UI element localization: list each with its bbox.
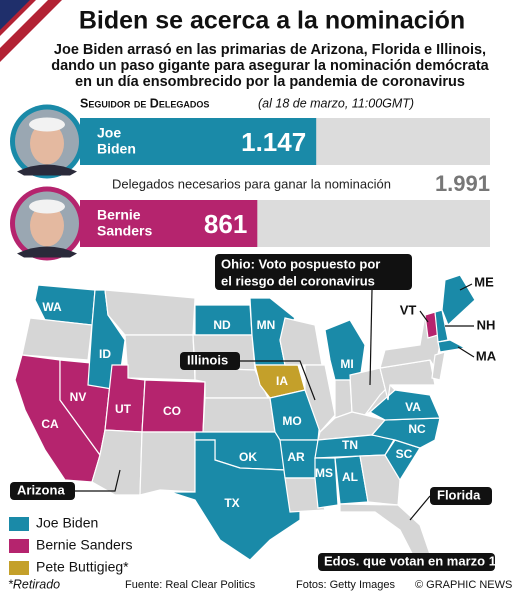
state-label: ME (474, 274, 494, 289)
delegate-count: 861 (204, 209, 247, 239)
needed-text: Delegados necesarios para ganar la nomin… (112, 176, 391, 191)
footer-photos: Fotos: Getty Images (296, 579, 396, 591)
state-label: VT (400, 302, 417, 317)
photo-face (30, 204, 64, 247)
state-labels: WA ID ND MN CA NV UT CO IA OK TX MO AR M… (41, 274, 496, 510)
state (314, 457, 339, 509)
ohio-callout: Ohio: Voto pospuesto por (221, 256, 380, 271)
state (441, 274, 476, 327)
state-label: MS (315, 466, 333, 480)
state-label: SC (396, 447, 413, 461)
state-label: AL (342, 470, 358, 484)
delegate-count: 1.147 (241, 127, 306, 157)
state-label: CA (41, 417, 59, 431)
footer-credit: © GRAPHIC NEWS (415, 579, 512, 591)
bar (80, 200, 258, 247)
florida-callout: Florida (437, 487, 481, 502)
map (14, 274, 476, 566)
state-label: MA (476, 348, 497, 363)
photo-body (17, 164, 77, 176)
legend-label: Joe Biden (36, 515, 98, 531)
state-label: VA (405, 400, 421, 414)
candidate-name: Biden (97, 141, 136, 157)
legend-label: Pete Buttigieg* (36, 559, 129, 575)
legend-swatch (9, 539, 29, 553)
tracker-date: (al 18 de marzo, 11:00GMT) (258, 96, 414, 110)
candidate-name: Joe (97, 125, 121, 141)
photo-face (30, 122, 64, 165)
candidate-name: Bernie (97, 207, 141, 223)
title: Biden se acerca a la nominación (79, 7, 465, 35)
state-label: MO (282, 414, 301, 428)
legend-swatch (9, 517, 29, 531)
photo-hair (29, 199, 65, 214)
state-label: TX (224, 496, 239, 510)
ohio-callout: el riesgo del coronavirus (221, 273, 375, 288)
state-label: NV (70, 390, 87, 404)
state-label: CO (163, 404, 181, 418)
subtitle: en un día ensombrecido por la pandemia d… (75, 74, 465, 90)
march17-note: Edos. que votan en marzo 17 (324, 553, 503, 568)
ohio-box (215, 254, 412, 290)
bar (80, 118, 317, 165)
state-label: IA (276, 374, 288, 388)
subtitle: Joe Biden arrasó en las primarias de Ari… (54, 42, 486, 58)
legend-label: Bernie Sanders (36, 537, 133, 553)
footer-note: *Retirado (8, 577, 60, 591)
state-label: TN (342, 438, 358, 452)
tracker-title: Seguidor de Delegados (80, 96, 209, 110)
illinois-callout: Illinois (187, 352, 228, 367)
callouts: Ohio: Voto pospuesto por el riesgo del c… (10, 254, 503, 571)
state (169, 439, 301, 561)
state-label: ND (213, 318, 231, 332)
state-label: WA (42, 300, 62, 314)
photo-body (17, 246, 77, 258)
state (437, 339, 467, 353)
state-label: MI (340, 357, 353, 371)
flag-corner (0, 0, 62, 62)
legend-swatch (9, 561, 29, 575)
state-label: UT (115, 402, 132, 416)
footer-source: Fuente: Real Clear Politics (125, 579, 256, 591)
candidate-name: Sanders (97, 223, 152, 239)
legend: Joe Biden Bernie Sanders Pete Buttigieg* (9, 515, 133, 575)
state-label: MN (257, 318, 276, 332)
state-label: NC (408, 422, 426, 436)
needed-value: 1.991 (435, 171, 490, 196)
state-label: OK (239, 450, 257, 464)
subtitle: dando un paso gigante para asegurar la n… (51, 58, 489, 74)
state-label: AR (287, 450, 305, 464)
state-label: ID (99, 347, 111, 361)
arizona-callout: Arizona (17, 482, 65, 497)
state-label: NH (477, 317, 496, 332)
photo-hair (29, 117, 65, 132)
